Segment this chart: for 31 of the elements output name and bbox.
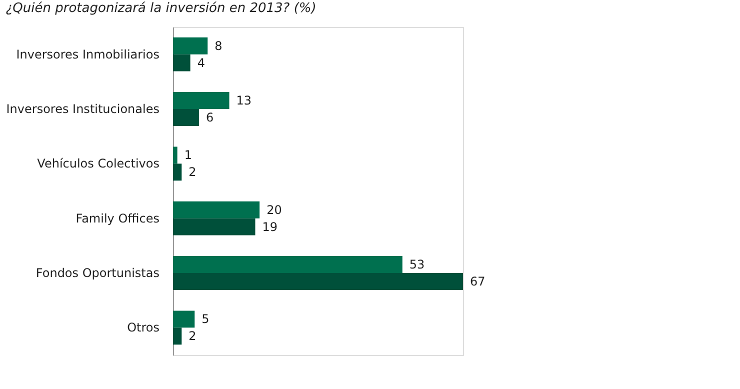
bar (173, 54, 190, 72)
bar (173, 146, 178, 164)
data-label: 67 (470, 274, 486, 288)
bar (173, 218, 256, 236)
data-label: 8 (214, 38, 222, 53)
data-label: 5 (202, 312, 210, 326)
data-label: 2 (188, 329, 196, 344)
data-label: 2 (188, 165, 196, 180)
bar (173, 109, 199, 126)
data-label: 53 (409, 258, 425, 272)
data-label: 20 (266, 202, 282, 217)
y-tick-label: Fondos Oportunistas (36, 266, 160, 280)
bar (173, 92, 230, 109)
bar (173, 273, 463, 290)
bar (173, 310, 195, 328)
data-label: 1 (184, 148, 192, 162)
bar (173, 328, 182, 345)
y-tick-label: Otros (127, 320, 160, 335)
y-tick-label: Inversores Inmobiliarios (16, 47, 160, 62)
y-tick-label: Vehículos Colectivos (37, 156, 160, 171)
bar (173, 37, 208, 54)
data-label: 13 (236, 94, 252, 108)
bar (173, 201, 260, 218)
data-label: 6 (206, 110, 214, 124)
y-tick-label: Inversores Institucionales (6, 102, 160, 116)
y-tick-label: Family Offices (76, 211, 160, 226)
data-label: 19 (262, 220, 278, 234)
bar (173, 164, 182, 181)
chart-title: ¿Quién protagonizará la inversión en 2013? (%) (6, 1, 316, 16)
bar (173, 256, 402, 273)
data-label: 4 (197, 56, 205, 70)
